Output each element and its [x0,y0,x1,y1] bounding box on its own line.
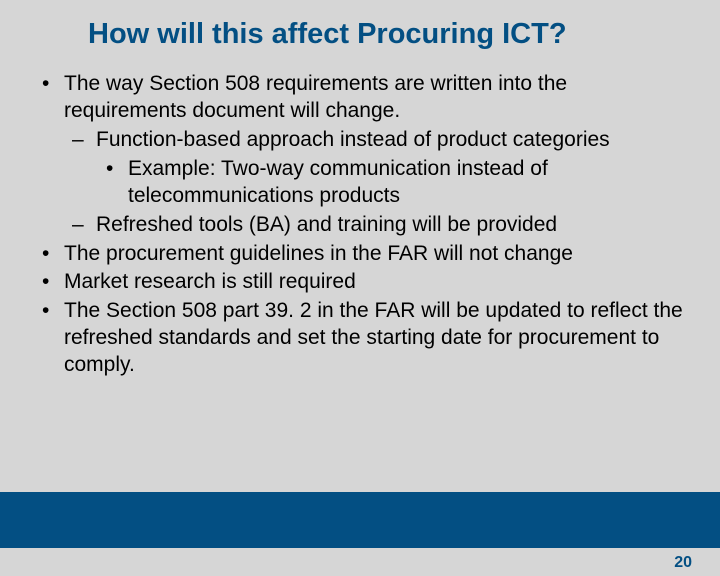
bullet-text: Refreshed tools (BA) and training will b… [96,213,557,236]
bullet-list-lvl2: Function-based approach instead of produ… [64,127,684,239]
bullet-text: Example: Two-way communication instead o… [128,157,548,207]
bullet-text: Function-based approach instead of produ… [96,128,610,151]
bullet-list-lvl1: The way Section 508 requirements are wri… [36,71,684,379]
list-item: Example: Two-way communication instead o… [96,156,684,210]
page-number: 20 [674,554,692,572]
footer-bar [0,492,720,548]
list-item: Market research is still required [36,269,684,296]
list-item: The procurement guidelines in the FAR wi… [36,241,684,268]
slide: How will this affect Procuring ICT? The … [0,0,720,576]
list-item: Function-based approach instead of produ… [64,127,684,210]
slide-title: How will this affect Procuring ICT? [0,0,720,61]
slide-body: The way Section 508 requirements are wri… [0,61,720,379]
bullet-text: The Section 508 part 39. 2 in the FAR wi… [64,299,683,376]
bullet-text: The procurement guidelines in the FAR wi… [64,242,573,265]
bullet-text: The way Section 508 requirements are wri… [64,72,567,122]
list-item: Refreshed tools (BA) and training will b… [64,212,684,239]
bullet-list-lvl3: Example: Two-way communication instead o… [96,156,684,210]
list-item: The way Section 508 requirements are wri… [36,71,684,238]
list-item: The Section 508 part 39. 2 in the FAR wi… [36,298,684,379]
bullet-text: Market research is still required [64,270,356,293]
